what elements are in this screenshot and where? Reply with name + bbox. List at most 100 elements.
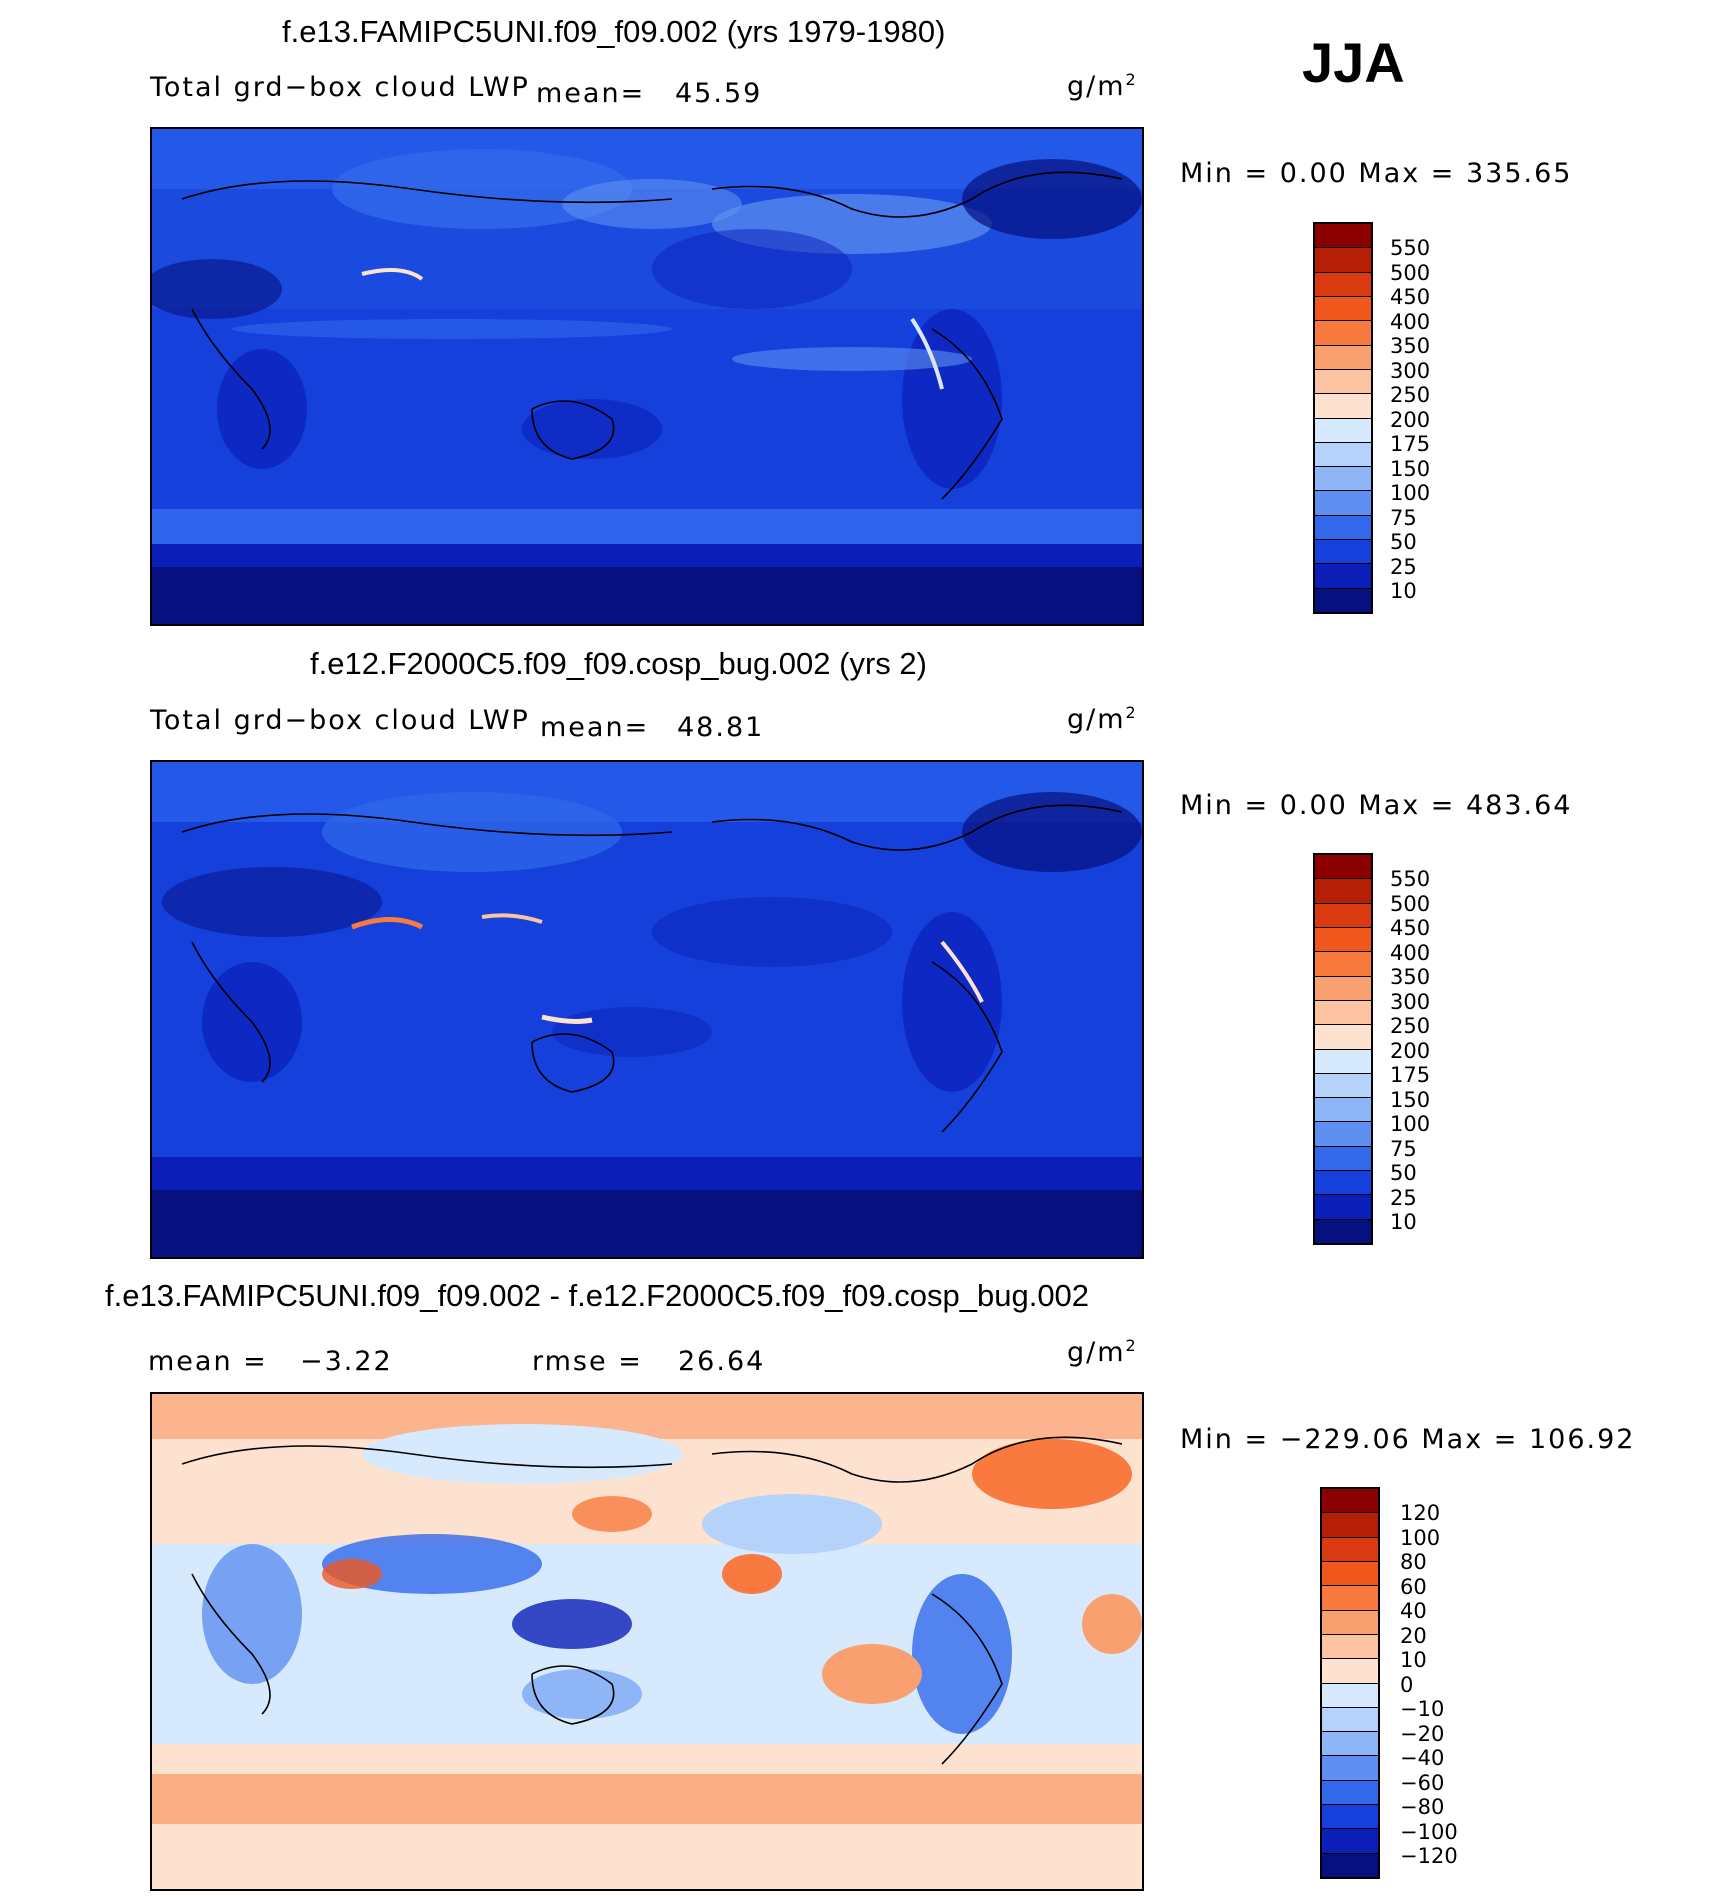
colorbar-swatch xyxy=(1315,418,1371,443)
cb2-level: 50 xyxy=(1390,1161,1417,1185)
panel1-map-svg xyxy=(152,129,1142,624)
colorbar-swatch xyxy=(1315,345,1371,370)
panel2-mean-value: 48.81 xyxy=(677,712,765,743)
colorbar-swatch xyxy=(1315,515,1371,541)
colorbar-swatch xyxy=(1322,1513,1378,1538)
panel3-mean-value: −3.22 xyxy=(300,1346,393,1377)
colorbar-swatch xyxy=(1315,564,1371,589)
panel2-minmax: Min = 0.00 Max = 483.64 xyxy=(1180,790,1573,821)
colorbar-swatch xyxy=(1322,1537,1378,1562)
cb2-level: 300 xyxy=(1390,989,1431,1014)
cb1-level: 500 xyxy=(1390,260,1431,285)
cb2-level: 450 xyxy=(1390,916,1431,940)
panel2-colorbar xyxy=(1313,853,1373,1245)
cb1-level: 75 xyxy=(1390,505,1417,530)
colorbar-swatch xyxy=(1315,369,1371,395)
panel3-map-svg xyxy=(152,1394,1142,1889)
colorbar-swatch xyxy=(1322,1732,1378,1757)
panel1-map xyxy=(150,127,1144,626)
colorbar-swatch xyxy=(1315,224,1371,249)
colorbar-swatch xyxy=(1315,1146,1371,1172)
cb1-level: 100 xyxy=(1390,481,1431,505)
colorbar-swatch xyxy=(1315,927,1371,953)
panel1-mean-value: 45.59 xyxy=(675,78,763,109)
cb1-level: 150 xyxy=(1390,456,1431,481)
season-label: JJA xyxy=(1302,31,1405,94)
colorbar-swatch xyxy=(1322,1659,1378,1684)
colorbar-swatch xyxy=(1315,1025,1371,1050)
cb3-level: 10 xyxy=(1400,1648,1427,1672)
cb2-level: 200 xyxy=(1390,1038,1431,1063)
colorbar-swatch xyxy=(1315,491,1371,516)
colorbar-swatch xyxy=(1315,467,1371,492)
colorbar-swatch xyxy=(1315,540,1371,565)
panel2-units: g/m2 xyxy=(1067,703,1138,735)
cb1-level: 550 xyxy=(1390,236,1431,260)
colorbar-swatch xyxy=(1315,296,1371,322)
colorbar-swatch xyxy=(1315,1098,1371,1123)
cb2-level: 400 xyxy=(1390,940,1431,965)
colorbar-swatch xyxy=(1315,1219,1371,1243)
cb3-level: −20 xyxy=(1400,1721,1445,1746)
colorbar-swatch xyxy=(1315,272,1371,297)
cb2-level: 100 xyxy=(1390,1112,1431,1136)
cb1-level: 400 xyxy=(1390,309,1431,334)
cb1-level: 200 xyxy=(1390,407,1431,432)
colorbar-swatch xyxy=(1315,1195,1371,1220)
panel3-mean-label: mean = xyxy=(148,1346,268,1377)
cb2-level: 175 xyxy=(1390,1063,1431,1087)
colorbar-swatch xyxy=(1315,1122,1371,1147)
panel2-title: f.e12.F2000C5.f09_f09.cosp_bug.002 (yrs … xyxy=(310,646,927,681)
cb1-level: 10 xyxy=(1390,579,1417,603)
cb1-level: 175 xyxy=(1390,432,1431,456)
panel3-minmax: Min = −229.06 Max = 106.92 xyxy=(1180,1424,1636,1455)
cb3-level: 120 xyxy=(1400,1501,1441,1525)
panel2-variable: Total grd−box cloud LWP xyxy=(150,705,530,736)
colorbar-swatch xyxy=(1322,1634,1378,1660)
panel1-title: f.e13.FAMIPC5UNI.f09_f09.002 (yrs 1979-1… xyxy=(282,14,946,49)
panel3-units: g/m2 xyxy=(1067,1336,1138,1368)
colorbar-swatch xyxy=(1315,855,1371,880)
cb1-level: 50 xyxy=(1390,530,1417,554)
cb3-level: −100 xyxy=(1400,1819,1458,1844)
cb2-level: 75 xyxy=(1390,1136,1417,1161)
colorbar-swatch xyxy=(1322,1853,1378,1877)
cb2-level: 500 xyxy=(1390,891,1431,916)
panel1-units: g/m2 xyxy=(1067,70,1138,102)
colorbar-swatch xyxy=(1322,1610,1378,1635)
cb2-level: 150 xyxy=(1390,1087,1431,1112)
panel1-colorbar-labels: 550 500 450 400 350 300 250 200 175 150 … xyxy=(1390,236,1430,604)
colorbar-swatch xyxy=(1315,321,1371,346)
colorbar-swatch xyxy=(1315,1000,1371,1026)
cb3-level: 20 xyxy=(1400,1623,1427,1648)
colorbar-swatch xyxy=(1315,952,1371,977)
cb1-level: 25 xyxy=(1390,554,1417,579)
cb1-level: 450 xyxy=(1390,285,1431,309)
colorbar-swatch xyxy=(1322,1780,1378,1806)
panel2-colorbar-labels: 550 500 450 400 350 300 250 200 175 150 … xyxy=(1390,867,1430,1235)
colorbar-swatch xyxy=(1322,1489,1378,1514)
cb3-level: 0 xyxy=(1400,1672,1414,1697)
cb2-level: 10 xyxy=(1390,1210,1417,1234)
panel3-colorbar-labels: 120 100 80 60 40 20 10 0 −10 −20 −40 −60… xyxy=(1400,1501,1458,1869)
colorbar-swatch xyxy=(1322,1707,1378,1733)
panel1-variable: Total grd−box cloud LWP xyxy=(150,72,530,103)
panel2-mean-label: mean= xyxy=(540,712,650,743)
colorbar-swatch xyxy=(1315,879,1371,904)
cb2-level: 250 xyxy=(1390,1014,1431,1038)
colorbar-swatch xyxy=(1322,1829,1378,1854)
colorbar-swatch xyxy=(1315,442,1371,468)
cb3-level: −60 xyxy=(1400,1770,1445,1795)
colorbar-swatch xyxy=(1322,1561,1378,1587)
colorbar-swatch xyxy=(1322,1805,1378,1830)
cb2-level: 550 xyxy=(1390,867,1431,891)
colorbar-swatch xyxy=(1322,1683,1378,1708)
colorbar-swatch xyxy=(1315,1171,1371,1196)
cb3-level: −80 xyxy=(1400,1795,1445,1819)
cb2-level: 350 xyxy=(1390,965,1431,989)
cb3-level: −10 xyxy=(1400,1697,1445,1721)
panel1-mean-label: mean= xyxy=(536,78,646,109)
colorbar-swatch xyxy=(1315,588,1371,612)
cb3-level: 60 xyxy=(1400,1574,1427,1599)
colorbar-swatch xyxy=(1315,248,1371,273)
